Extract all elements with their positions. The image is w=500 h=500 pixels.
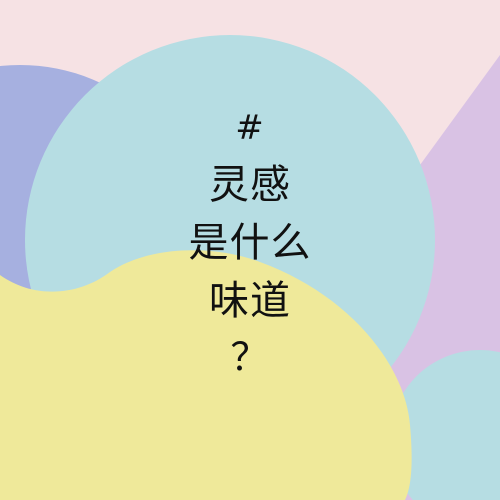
hashtag-symbol: #	[235, 108, 265, 148]
question-mark: ？	[230, 335, 270, 379]
headline-line-1: 灵感	[209, 162, 291, 208]
yellow-blob	[0, 250, 412, 500]
headline-line-3: 味道	[209, 278, 291, 324]
headline-text: # 灵感 是什么 味道 ？	[0, 100, 500, 384]
headline-line-2: 是什么	[188, 220, 312, 266]
cyan-blob-lower	[390, 350, 500, 500]
